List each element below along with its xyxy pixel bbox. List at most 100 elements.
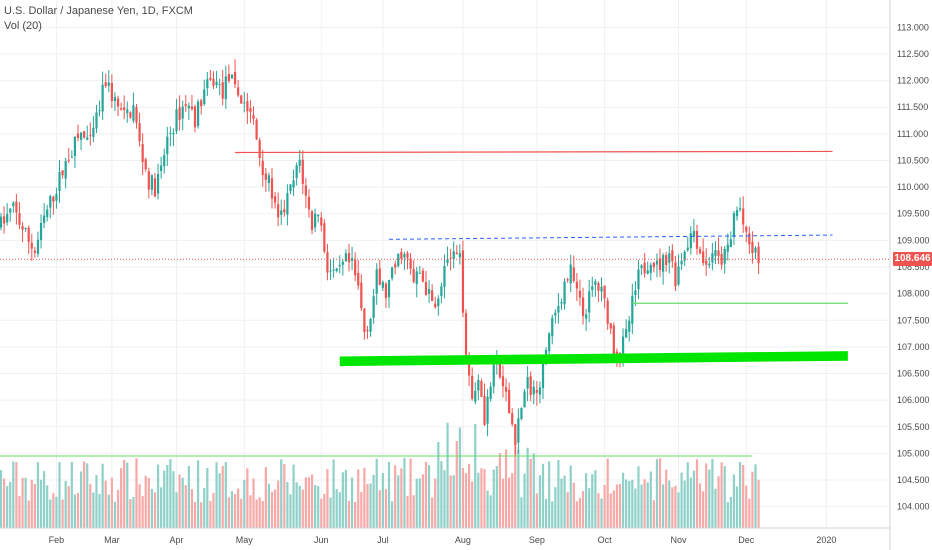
candle-body — [33, 250, 36, 253]
candle-body — [150, 175, 154, 190]
volume-bar — [591, 474, 594, 528]
volume-bar — [273, 489, 277, 528]
candle-body — [255, 119, 258, 140]
candle-body — [209, 77, 212, 80]
candle-body — [233, 71, 237, 85]
candle-body — [264, 173, 267, 180]
candle-body — [55, 193, 58, 201]
candle-body — [317, 214, 320, 217]
candle-body — [52, 196, 55, 202]
candle-body — [717, 250, 720, 256]
y-tick-label: 109.500 — [897, 209, 930, 219]
candle-body — [215, 81, 218, 85]
volume-bar — [76, 492, 80, 528]
candle-body — [486, 396, 489, 424]
volume-bar — [36, 462, 40, 528]
candle-body — [649, 264, 652, 273]
candle-body — [172, 132, 175, 135]
volume-bar — [477, 472, 480, 528]
candle-body — [437, 298, 440, 307]
candle-body — [738, 208, 742, 210]
volume-bar — [603, 484, 606, 528]
volume-bar — [708, 469, 711, 528]
volume-bar — [594, 470, 597, 528]
candle-body — [258, 140, 261, 159]
candle-body — [726, 244, 729, 252]
candle-body — [378, 268, 381, 285]
volume-bar — [184, 485, 187, 528]
candle-body — [350, 258, 354, 261]
volume-bar — [178, 474, 181, 528]
candle-body — [467, 357, 471, 376]
volume-bar — [283, 464, 286, 528]
volume-bar — [566, 492, 569, 528]
drawn-levels[interactable] — [0, 150, 890, 457]
volume-bar — [338, 492, 341, 528]
candle-body — [166, 136, 169, 155]
candle-body — [267, 175, 271, 183]
candle-body — [511, 413, 514, 425]
candle-body — [708, 263, 711, 266]
volume-bar — [557, 459, 560, 528]
candle-body — [594, 281, 597, 285]
candle-body — [544, 349, 548, 357]
volume-bar — [668, 480, 671, 528]
candle-body — [489, 386, 492, 399]
candle-body — [36, 239, 40, 254]
volume-bar — [335, 489, 338, 528]
candle-body — [406, 253, 409, 258]
volume-bar — [163, 470, 166, 528]
volume-bar — [705, 463, 708, 528]
candle-body — [625, 328, 628, 338]
volume-bar — [394, 465, 397, 528]
volume-bar — [554, 487, 557, 528]
candle-body — [190, 106, 194, 110]
volume-bar — [621, 472, 625, 528]
volume-bar — [166, 464, 169, 528]
candle-body — [492, 364, 495, 387]
volume-bar — [280, 459, 283, 528]
volume-bar — [86, 463, 89, 528]
volume-bar — [529, 458, 532, 528]
volume-bar — [43, 471, 46, 528]
y-tick-label: 110.500 — [897, 155, 929, 165]
volume-bar — [64, 480, 67, 528]
dashed-trendline — [389, 234, 833, 240]
x-tick-label: Mar — [104, 535, 120, 545]
y-tick-label: 110.000 — [897, 182, 929, 192]
candle-body — [153, 178, 157, 197]
y-tick-label: 107.000 — [897, 342, 930, 352]
candle-body — [455, 252, 458, 255]
volume-indicator-label: Vol (20) — [4, 20, 42, 32]
candle-body — [508, 389, 511, 414]
volume-bar — [18, 496, 21, 528]
volume-bar — [609, 493, 612, 528]
volume-bar — [714, 488, 717, 528]
y-tick-label: 104.500 — [897, 475, 930, 485]
candle-body — [92, 127, 95, 137]
volume-bar — [61, 499, 64, 528]
candle-body — [301, 159, 304, 184]
candle-body — [665, 255, 668, 265]
candle-body — [514, 424, 517, 445]
candle-body — [563, 281, 566, 305]
volume-bar — [320, 498, 323, 528]
candle-body — [227, 74, 230, 82]
candle-body — [332, 269, 335, 271]
candle-body — [471, 375, 474, 399]
volume-bar — [95, 475, 98, 528]
volume-bar — [292, 464, 295, 528]
volume-bar — [317, 486, 320, 528]
volume-bar — [237, 488, 240, 528]
candle-body — [243, 102, 246, 104]
volume-bar — [341, 472, 344, 528]
candle-body — [729, 239, 732, 248]
volume-bar — [6, 486, 9, 528]
candle-body — [400, 252, 403, 259]
candle-body — [304, 185, 307, 196]
volume-bar — [757, 479, 760, 528]
candle-body — [357, 272, 360, 286]
candle-body — [323, 223, 326, 252]
volume-bar — [350, 477, 354, 528]
